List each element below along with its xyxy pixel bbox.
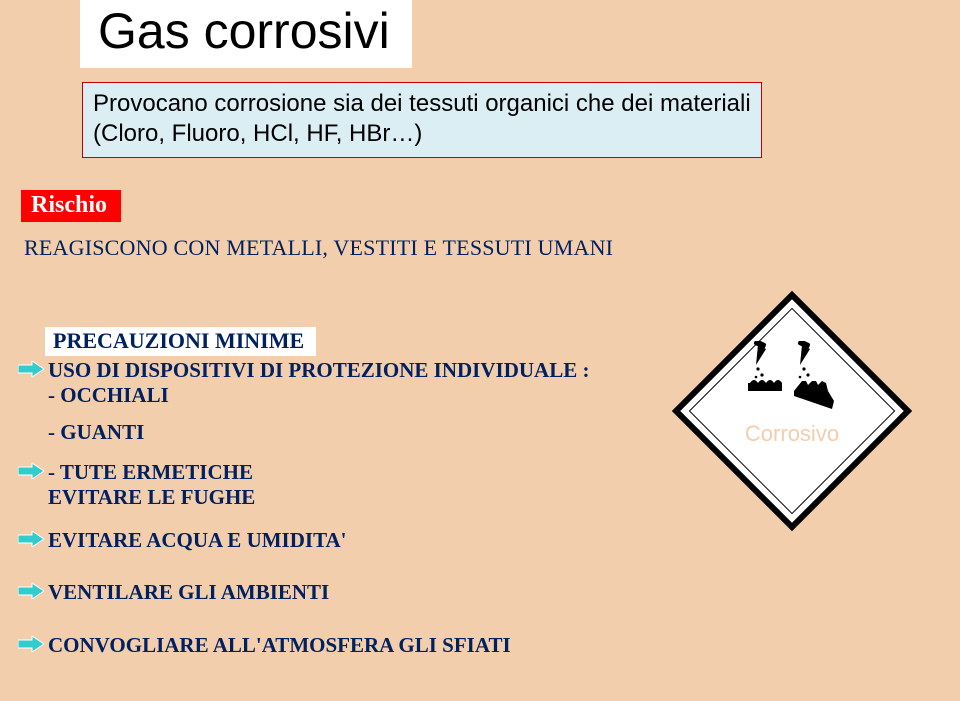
description-box: Provocano corrosione sia dei tessuti org… [82, 82, 762, 158]
description-text: Provocano corrosione sia dei tessuti org… [93, 90, 751, 147]
corrosivo-label: Corrosivo [672, 421, 912, 447]
arrow-icon [18, 583, 44, 599]
rischio-label: Rischio [31, 192, 107, 218]
bullet-text: USO DI DISPOSITIVI DI PROTEZIONE INDIVID… [48, 358, 589, 383]
diamond-shape [672, 291, 912, 531]
bullet-row: VENTILARE GLI AMBIENTI [18, 580, 329, 605]
hazard-diamond: Corrosivo [672, 291, 912, 531]
sub-line: EVITARE LE FUGHE [48, 485, 255, 510]
bullet-text: - TUTE ERMETICHE [48, 460, 253, 485]
sub-line: - OCCHIALI [48, 383, 169, 408]
corrosive-icon [748, 341, 836, 411]
precauzioni-label: PRECAUZIONI MINIME [53, 328, 304, 353]
arrow-icon [18, 531, 44, 547]
arrow-icon [18, 463, 44, 479]
diamond-inner-border [689, 308, 895, 514]
title-box: Gas corrosivi [80, 0, 412, 68]
bullet-row: - TUTE ERMETICHE [18, 460, 253, 485]
rischio-chip: Rischio [21, 190, 121, 222]
bullet-row: USO DI DISPOSITIVI DI PROTEZIONE INDIVID… [18, 358, 589, 383]
bullet-row: EVITARE ACQUA E UMIDITA' [18, 528, 347, 553]
bullet-text: CONVOGLIARE ALL'ATMOSFERA GLI SFIATI [48, 633, 511, 658]
arrow-icon [18, 636, 44, 652]
sub-line: - GUANTI [48, 420, 144, 445]
reaction-line: REAGISCONO CON METALLI, VESTITI E TESSUT… [24, 235, 613, 261]
arrow-icon [18, 361, 44, 377]
bullet-text: EVITARE ACQUA E UMIDITA' [48, 528, 347, 553]
page-title: Gas corrosivi [98, 3, 390, 59]
bullet-row: CONVOGLIARE ALL'ATMOSFERA GLI SFIATI [18, 633, 511, 658]
precauzioni-chip: PRECAUZIONI MINIME [45, 327, 316, 356]
bullet-text: VENTILARE GLI AMBIENTI [48, 580, 329, 605]
